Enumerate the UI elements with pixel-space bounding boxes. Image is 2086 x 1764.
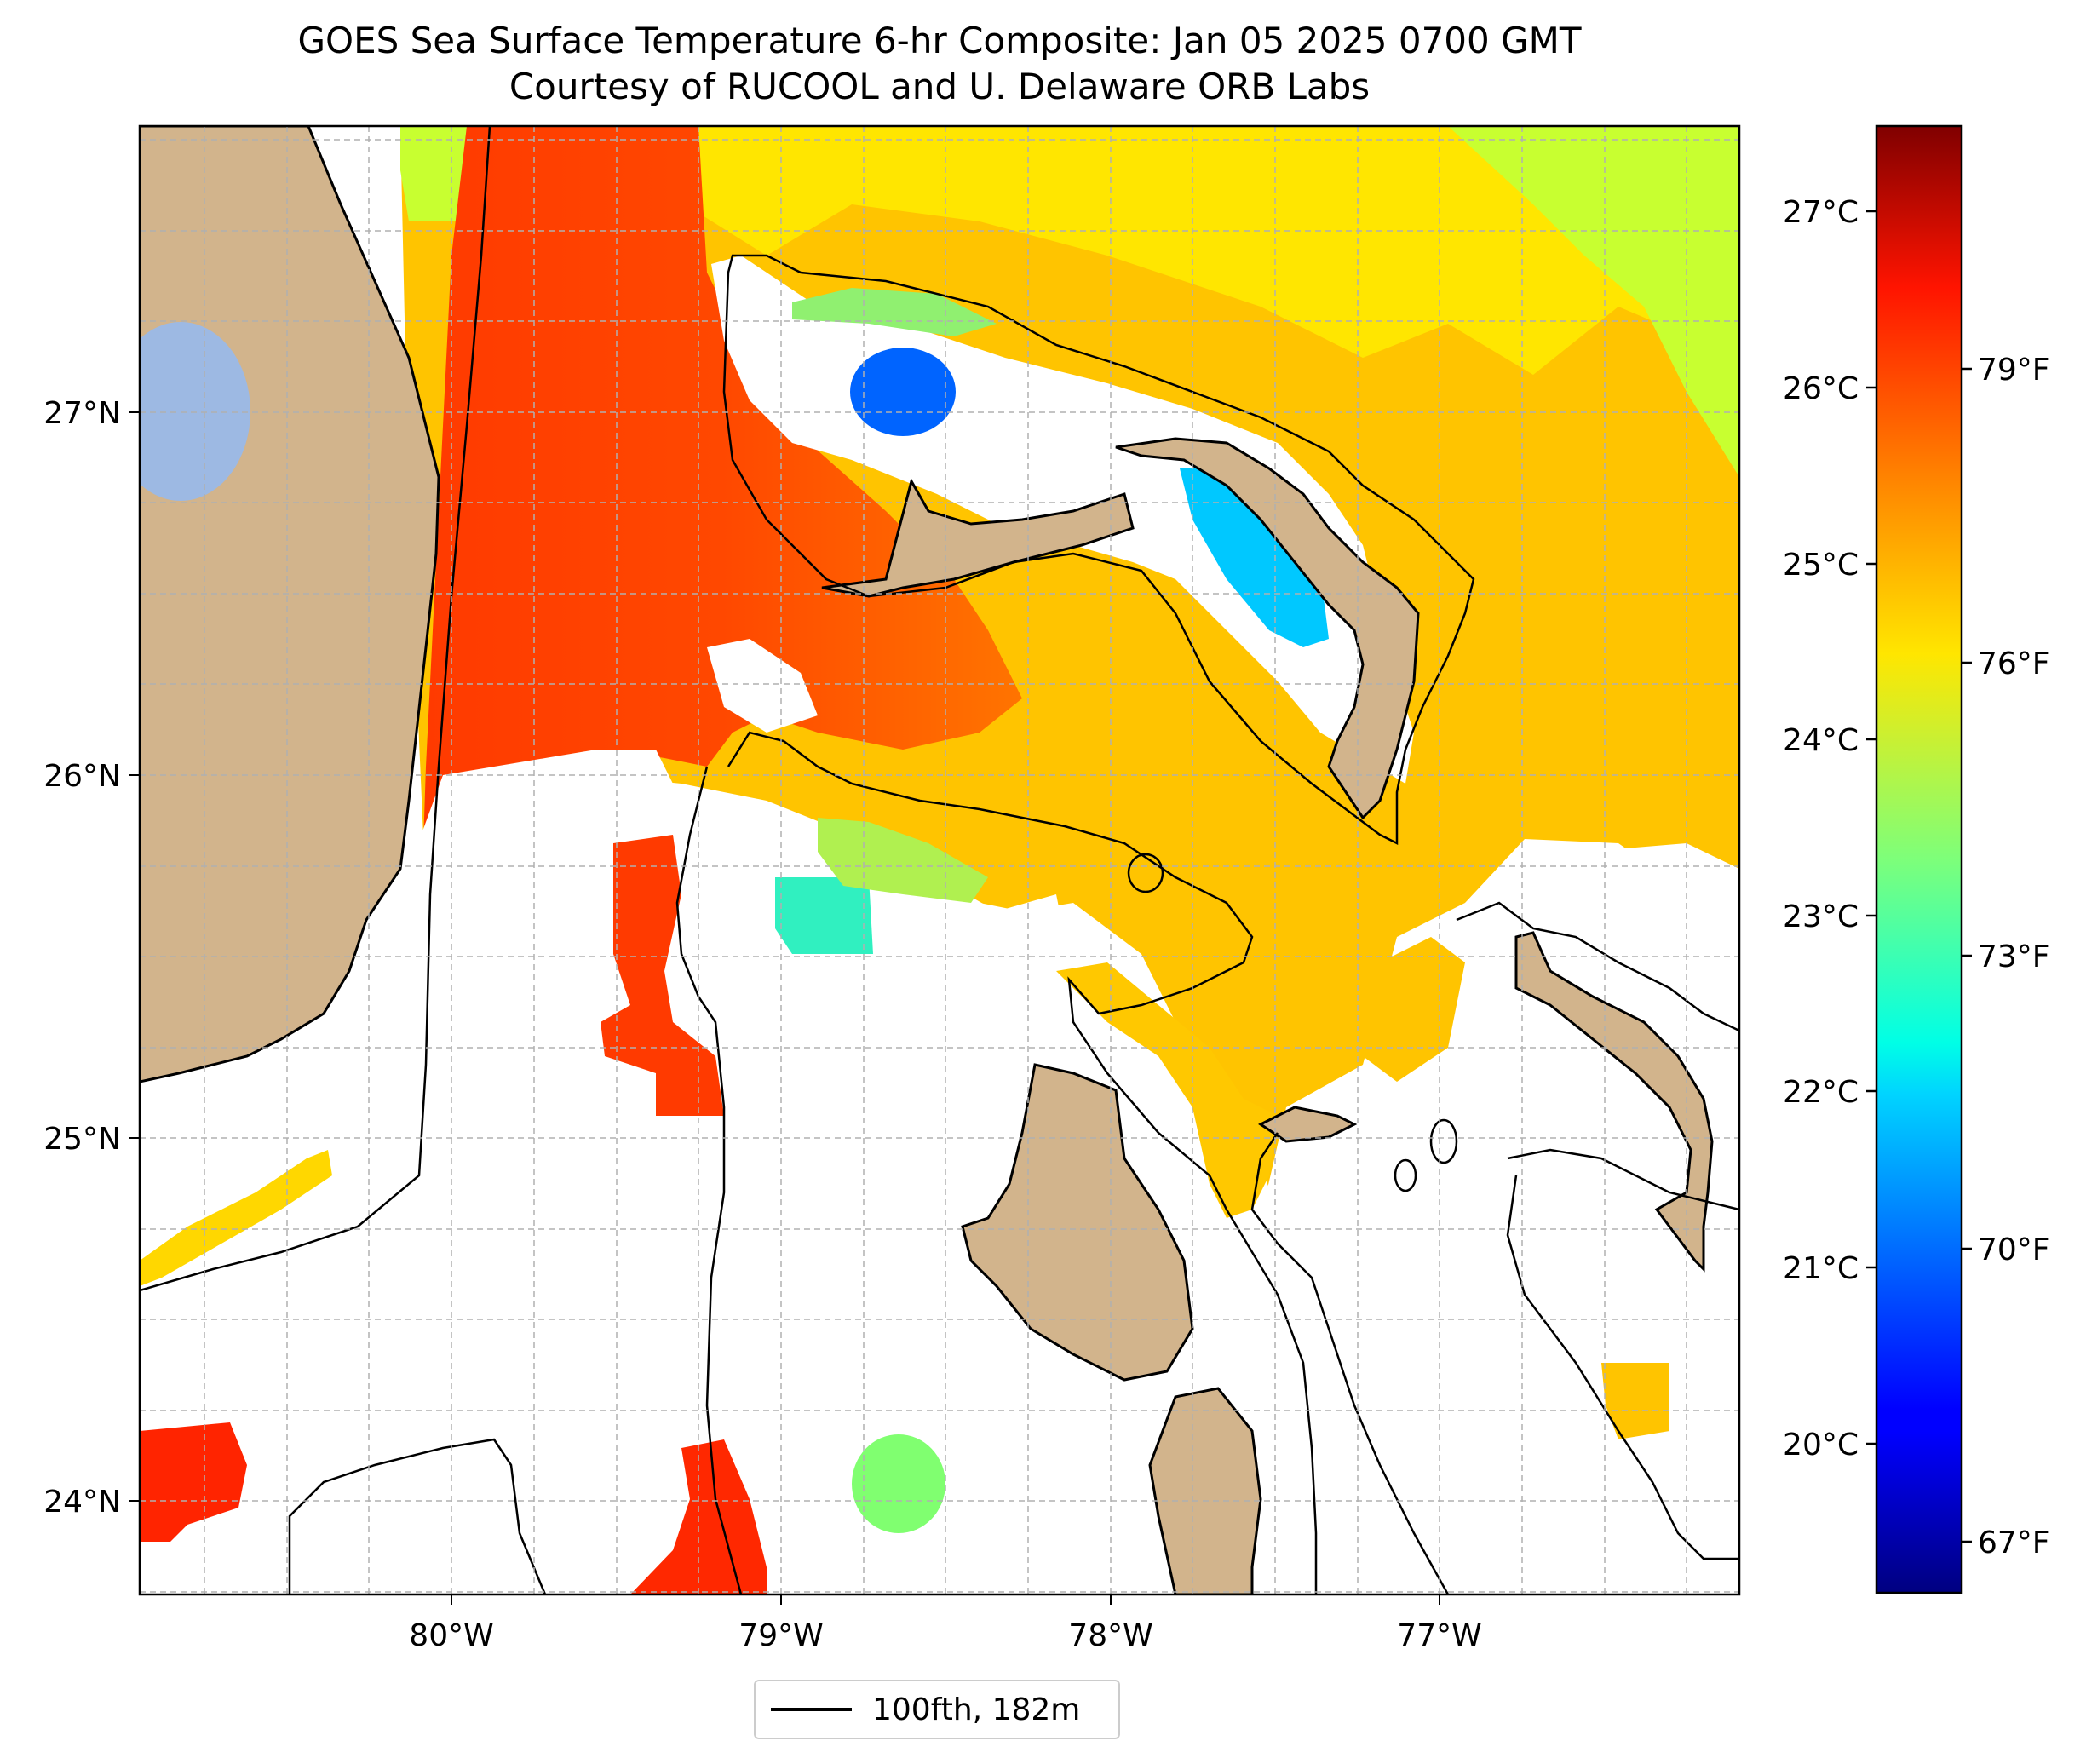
lat-label-24n: 24°N — [43, 1485, 121, 1520]
sst-cold-patch-cyan — [1180, 468, 1329, 647]
lat-label-26n: 26°N — [43, 759, 121, 794]
colorbar-f-tick-76: 76°F — [1978, 646, 2050, 681]
lon-label-77w: 77°W — [1397, 1618, 1481, 1653]
land-andros — [961, 1063, 1194, 1382]
sst-green-band-2 — [818, 818, 988, 903]
colorbar-f-tick-67: 67°F — [1978, 1526, 2050, 1560]
sst-patch-ne-cove — [1363, 937, 1465, 1082]
colorbar-c-tick-21: 21°C — [1783, 1251, 1859, 1286]
isobath-100fth — [140, 126, 1739, 1594]
sst-gulf-stream — [422, 126, 1022, 894]
sst-keys-strip — [140, 1150, 332, 1286]
legend-label: 100fth, 182m — [872, 1692, 1081, 1727]
map-area — [140, 126, 1739, 1594]
sst-green-nw — [400, 126, 473, 221]
map-frame — [138, 124, 1741, 1596]
map-gridlines — [140, 126, 1739, 1594]
colorbar-f-tick-79: 79°F — [1978, 353, 2050, 388]
lat-label-25n: 25°N — [43, 1122, 121, 1157]
sst-cold-patch-blue — [850, 348, 956, 436]
colorbar-f-tick-73: 73°F — [1978, 939, 2050, 974]
sst-red-patch-sw — [140, 1422, 247, 1542]
chart-subtitle: Courtesy of RUCOOL and U. Delaware ORB L… — [509, 66, 1371, 107]
land-andros-south — [1148, 1387, 1262, 1594]
lon-label-80w: 80°W — [409, 1618, 493, 1653]
lake-okeechobee — [140, 322, 250, 501]
colorbar-c-tick-22: 22°C — [1783, 1075, 1859, 1110]
axis-ticks — [129, 411, 1440, 1605]
sst-green-patch — [852, 1434, 945, 1533]
colorbar-f-tick-70: 70°F — [1978, 1233, 2050, 1267]
lon-label-79w: 79°W — [738, 1618, 823, 1653]
legend-line-swatch — [771, 1708, 852, 1711]
lat-label-27n: 27°N — [43, 396, 121, 431]
colorbar-c-tick-25: 25°C — [1783, 548, 1859, 583]
chart-title: GOES Sea Surface Temperature 6-hr Compos… — [297, 20, 1582, 61]
colorbar-c-tick-24: 24°C — [1783, 723, 1859, 758]
legend: 100fth, 182m — [754, 1680, 1120, 1739]
land-new-providence — [1258, 1106, 1358, 1143]
sst-patch-east — [1056, 962, 1278, 1218]
sst-teal-patch — [775, 877, 873, 954]
sst-yellow-north — [698, 126, 1739, 375]
land-grand-bahama — [821, 478, 1135, 598]
colorbar-c-tick-27: 27°C — [1783, 195, 1859, 230]
colorbar — [1875, 124, 1963, 1594]
lon-label-78w: 78°W — [1068, 1618, 1152, 1653]
colorbar-c-tick-26: 26°C — [1783, 371, 1859, 406]
land-eleuthera — [1514, 931, 1714, 1273]
sst-green-northeast — [1448, 126, 1739, 477]
colorbar-c-tick-20: 20°C — [1783, 1428, 1859, 1462]
sst-red-patch-strait — [601, 835, 724, 1116]
sst-patch-se — [1601, 1363, 1669, 1439]
colorbar-c-tick-23: 23°C — [1783, 899, 1859, 934]
colorbar-ticks — [1866, 210, 1972, 1543]
sst-cloud-mask-3 — [707, 639, 818, 733]
